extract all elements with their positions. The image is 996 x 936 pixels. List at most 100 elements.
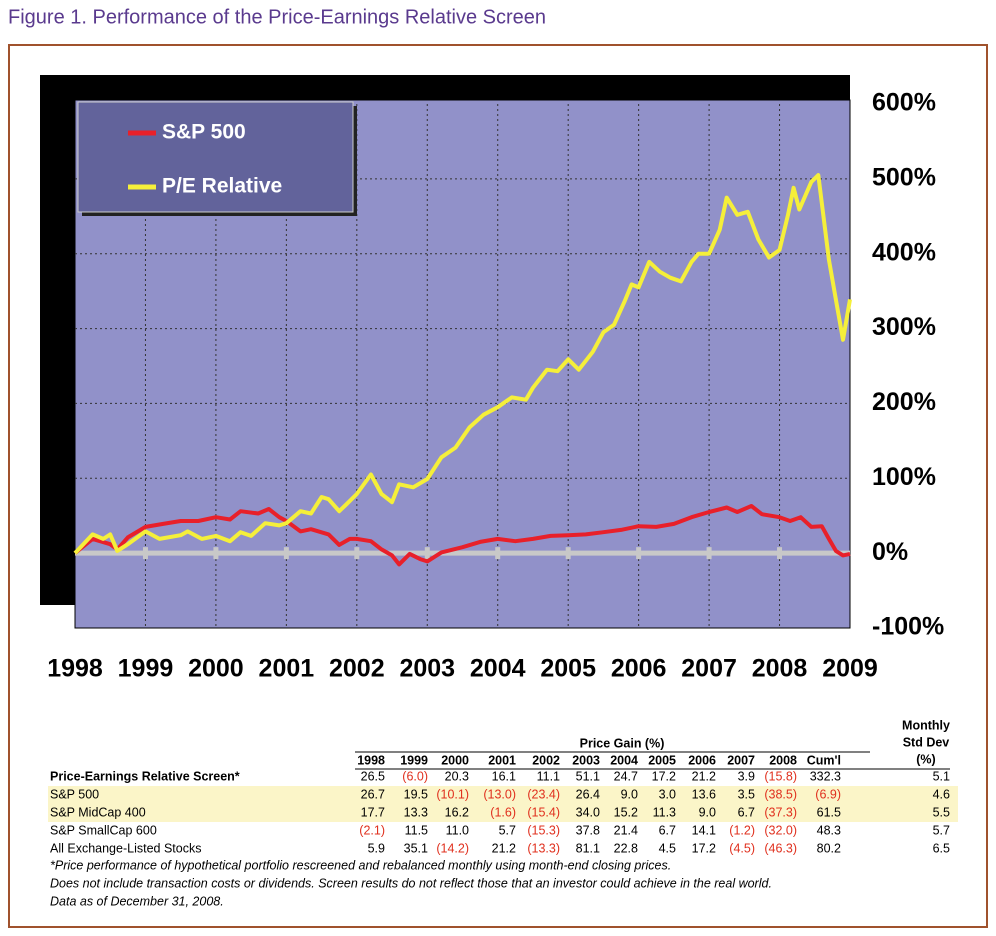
std-cell: 4.6 <box>933 787 950 801</box>
x-tick-label: 2006 <box>611 655 667 683</box>
table-cell: 35.1 <box>404 841 428 855</box>
y-tick-label: -100% <box>872 613 944 641</box>
table-cell: 3.5 <box>738 787 755 801</box>
table-cell: 9.0 <box>621 787 638 801</box>
column-header: 2004 <box>610 753 638 767</box>
x-tick-label: 1999 <box>118 655 174 683</box>
table-cell: (6.9) <box>815 787 841 801</box>
table-cell: 17.7 <box>361 805 385 819</box>
column-header: 2002 <box>532 753 560 767</box>
column-header: 1998 <box>357 753 385 767</box>
column-header: 2008 <box>769 753 797 767</box>
y-tick-label: 300% <box>872 313 936 341</box>
table-cell: 22.8 <box>614 841 638 855</box>
table-cell: 37.8 <box>576 823 600 837</box>
table-cell: 4.5 <box>659 841 676 855</box>
column-header: 2005 <box>648 753 676 767</box>
table-cell: 17.2 <box>652 769 676 783</box>
table-cell: 34.0 <box>576 805 600 819</box>
table-cell: (10.1) <box>436 787 469 801</box>
table-cell: 80.2 <box>817 841 841 855</box>
table-cell: (13.0) <box>483 787 516 801</box>
table-cell: 6.7 <box>738 805 755 819</box>
column-header: 2001 <box>488 753 516 767</box>
column-header: 2006 <box>688 753 716 767</box>
table-cell: 3.0 <box>659 787 676 801</box>
row-label: All Exchange-Listed Stocks <box>50 841 201 855</box>
table-cell: 15.2 <box>614 805 638 819</box>
y-tick-label: 600% <box>872 89 936 117</box>
table-cell: 14.1 <box>692 823 716 837</box>
column-header: Cum'l <box>807 753 841 767</box>
legend-box <box>77 101 354 213</box>
footnote: Data as of December 31, 2008. <box>50 894 224 908</box>
table-cell: 51.1 <box>576 769 600 783</box>
table-cell: 19.5 <box>404 787 428 801</box>
table-cell: 11.0 <box>446 823 469 837</box>
table-cell: (14.2) <box>436 841 469 855</box>
footnote: Does not include transaction costs or di… <box>50 876 772 890</box>
x-tick-label: 1998 <box>47 655 103 683</box>
table-cell: (1.6) <box>490 805 516 819</box>
x-tick-label: 2001 <box>259 655 315 683</box>
table-cell: 6.7 <box>659 823 676 837</box>
row-label: S&P SmallCap 600 <box>50 823 157 837</box>
table-cell: (15.8) <box>764 769 797 783</box>
table-cell: (13.3) <box>527 841 560 855</box>
row-label: S&P 500 <box>50 787 99 801</box>
table-cell: 11.3 <box>653 805 676 819</box>
x-tick-label: 2002 <box>329 655 385 683</box>
table-cell: 11.1 <box>537 769 560 783</box>
x-tick-label: 2009 <box>822 655 878 683</box>
table-cell: 332.3 <box>810 769 841 783</box>
table-cell: (15.4) <box>527 805 560 819</box>
y-tick-label: 500% <box>872 163 936 191</box>
std-cell: 5.7 <box>933 823 950 837</box>
legend-label: S&P 500 <box>162 121 246 144</box>
table-cell: 26.4 <box>576 787 600 801</box>
std-header: Std Dev <box>903 735 950 749</box>
table-cell: 16.1 <box>492 769 516 783</box>
table-cell: 3.9 <box>738 769 755 783</box>
table-cell: 26.5 <box>361 769 385 783</box>
table-cell: 13.3 <box>404 805 428 819</box>
x-tick-label: 2003 <box>399 655 455 683</box>
table-cell: 21.4 <box>614 823 638 837</box>
table-cell: (38.5) <box>764 787 797 801</box>
table-cell: (1.2) <box>729 823 755 837</box>
table-cell: (46.3) <box>764 841 797 855</box>
table-cell: 5.9 <box>368 841 385 855</box>
row-highlight <box>48 804 958 822</box>
y-tick-label: 0% <box>872 538 908 566</box>
table-cell: 13.6 <box>692 787 716 801</box>
std-header: (%) <box>916 752 935 766</box>
table-cell: (4.5) <box>729 841 755 855</box>
series-line <box>73 173 852 555</box>
x-tick-label: 2007 <box>681 655 737 683</box>
std-cell: 5.5 <box>933 805 950 819</box>
table-cell: 9.0 <box>699 805 716 819</box>
table-cell: 26.7 <box>361 787 385 801</box>
table-cell: 17.2 <box>692 841 716 855</box>
table-cell: 21.2 <box>692 769 716 783</box>
column-header: 2003 <box>572 753 600 767</box>
table-cell: (6.0) <box>402 769 428 783</box>
table-cell: 24.7 <box>614 769 638 783</box>
x-tick-label: 2004 <box>470 655 526 683</box>
y-tick-label: 100% <box>872 463 936 491</box>
table-cell: (2.1) <box>359 823 385 837</box>
table-cell: 21.2 <box>492 841 516 855</box>
x-tick-label: 2005 <box>540 655 596 683</box>
table-cell: 48.3 <box>817 823 841 837</box>
table-cell: (32.0) <box>764 823 797 837</box>
column-header: 2007 <box>727 753 755 767</box>
column-header: 1999 <box>400 753 428 767</box>
row-label: S&P MidCap 400 <box>50 805 146 819</box>
x-tick-label: 2008 <box>752 655 808 683</box>
table-cell: 16.2 <box>445 805 469 819</box>
table-cell: 5.7 <box>499 823 516 837</box>
series-line <box>73 504 851 567</box>
y-tick-label: 400% <box>872 238 936 266</box>
legend-label: P/E Relative <box>162 175 282 198</box>
